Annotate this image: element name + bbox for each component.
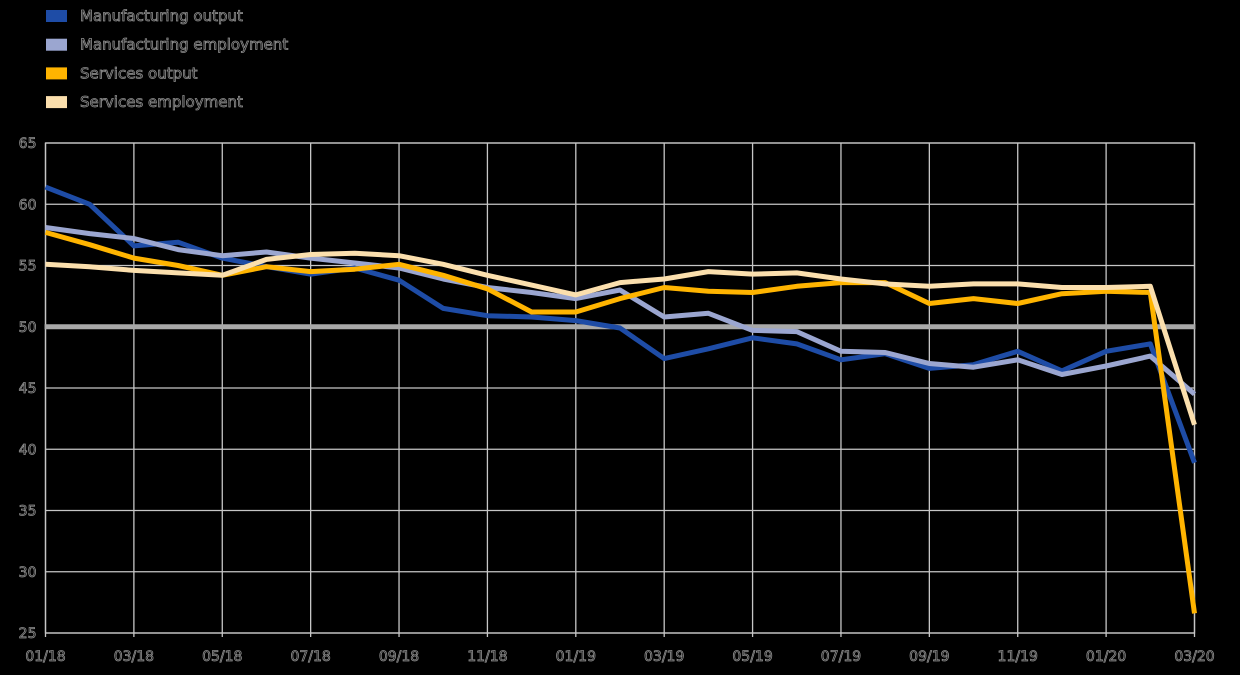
x-axis-label: 07/19 [821,649,861,665]
x-axis-label: 05/18 [202,649,242,665]
plot-border [44,142,1196,634]
y-axis-label: 45 [19,381,37,397]
x-axis-label: 03/18 [114,649,154,665]
y-axis-label: 40 [19,442,37,458]
series-line-manufacturing-employment [45,225,1197,396]
legend-label: Manufacturing output [80,7,243,25]
x-axis-label: 03/19 [644,649,684,665]
legend-label: Services output [80,64,198,82]
y-axis-label: 30 [19,565,37,581]
x-axis-label: 03/20 [1174,649,1214,665]
y-axis-label: 35 [19,504,37,520]
x-axis-label: 05/19 [732,649,772,665]
legend-label: Services employment [80,93,243,111]
legend-swatch [46,38,67,51]
x-axis-label: 01/18 [25,649,65,665]
legend-swatch [46,67,67,80]
x-axis-label: 09/18 [379,649,419,665]
x-axis-label: 01/19 [556,649,596,665]
series-line-services-employment [45,250,1197,426]
x-axis-label: 01/20 [1086,649,1126,665]
legend-label: Manufacturing employment [80,36,288,54]
series-line-manufacturing-output [44,184,1197,464]
y-axis-label: 60 [19,197,37,213]
x-axis-label: 09/19 [909,649,949,665]
y-axis-label: 65 [19,136,37,152]
x-axis-label: 11/18 [467,649,507,665]
y-axis-label: 25 [19,626,37,642]
legend-swatch [46,10,67,22]
y-axis-label: 50 [19,320,37,336]
y-axis-label: 55 [19,259,37,275]
legend-swatch [46,96,67,109]
x-axis-label: 07/18 [290,649,330,665]
x-axis-label: 11/19 [998,649,1038,665]
